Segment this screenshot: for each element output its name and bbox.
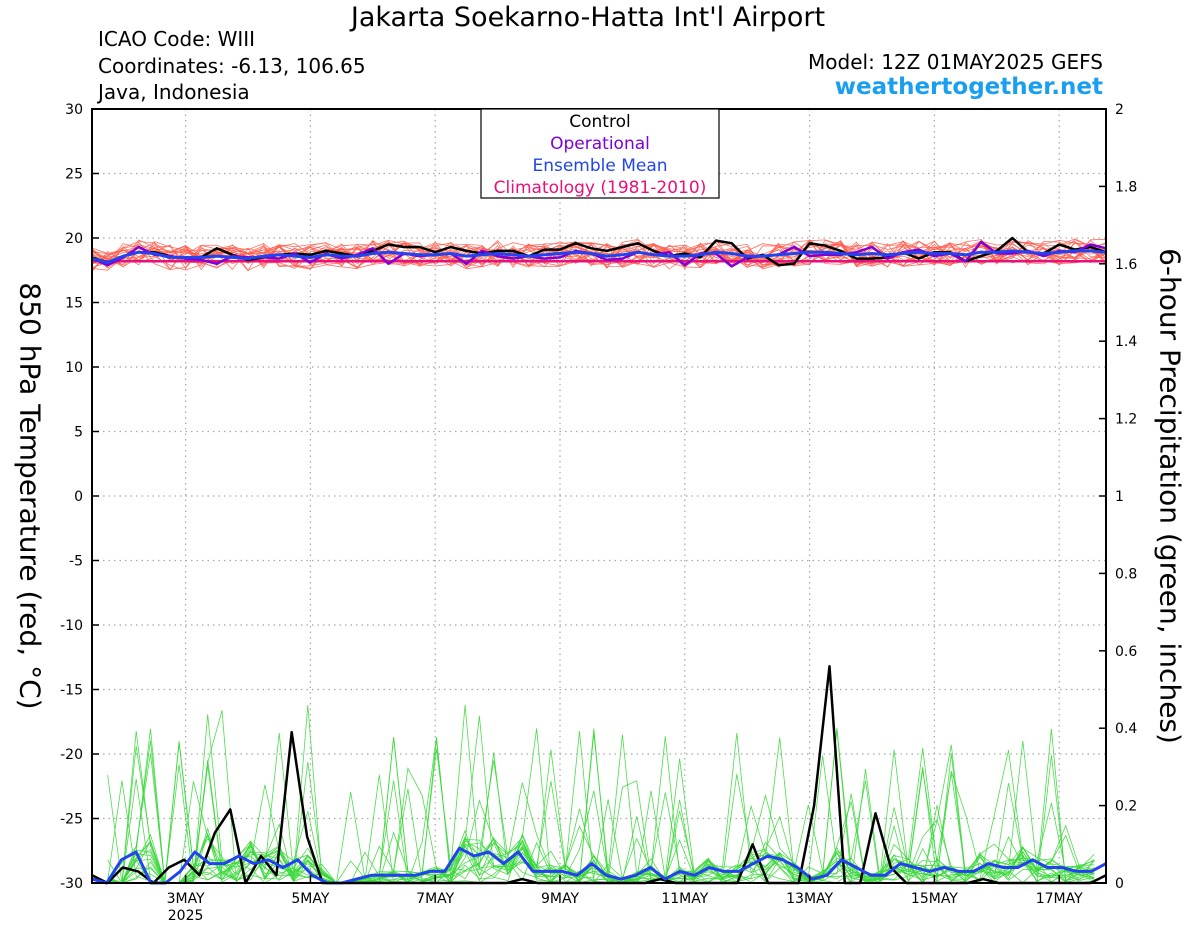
legend-box	[480, 108, 720, 199]
y-tick-label-right: 1.8	[1115, 179, 1137, 195]
y-tick-label-right: 0.4	[1115, 721, 1137, 737]
model-run: Model: 12Z 01MAY2025 GEFS	[808, 50, 1103, 74]
y-tick-label-left: -15	[60, 683, 83, 699]
ensemble-mean-line	[91, 249, 1107, 264]
icao-code: ICAO Code: WIII	[98, 27, 256, 51]
precip-member-line	[107, 715, 1095, 885]
precip-member-line	[107, 732, 1095, 884]
region: Java, Indonesia	[98, 80, 250, 104]
y-tick-label-right: 1	[1115, 489, 1124, 505]
x-tick-label: 15MAY	[911, 891, 958, 907]
y-tick-label-right: 0.2	[1115, 799, 1137, 815]
x-tick-sublabel: 2025	[168, 908, 204, 924]
ensemble-mean-precipitation-line	[91, 846, 1107, 885]
y-tick-label-left: -10	[60, 618, 83, 634]
y-tick-label-left: 5	[74, 425, 83, 441]
precip-member-line	[107, 765, 1095, 884]
y-tick-label-left: 10	[65, 360, 83, 376]
y-tick-label-right: 2	[1115, 102, 1124, 118]
y-tick-label-right: 1.4	[1115, 334, 1137, 350]
coordinates: Coordinates: -6.13, 106.65	[98, 54, 366, 78]
y-tick-label-left: -20	[60, 747, 83, 763]
y-tick-label-left: -5	[69, 554, 83, 570]
y-tick-label-right: 1.2	[1115, 412, 1137, 428]
y-tick-label-left: -30	[60, 876, 83, 892]
y-tick-label-right: 0.8	[1115, 566, 1137, 582]
y-tick-label-left: 25	[65, 167, 83, 183]
axes: 302520151050-5-10-15-20-25-3021.81.61.41…	[60, 102, 1137, 924]
y-tick-label-left: 0	[74, 489, 83, 505]
legend-entry: Operational	[550, 134, 650, 154]
y-tick-label-left: 20	[65, 231, 83, 247]
x-tick-label: 11MAY	[661, 891, 708, 907]
y-tick-label-left: 15	[65, 296, 83, 312]
legend-entry: Ensemble Mean	[532, 156, 667, 176]
x-tick-label: 3MAY	[167, 891, 205, 907]
y-tick-label-right: 0	[1115, 876, 1124, 892]
site-link[interactable]: weathertogether.net	[834, 74, 1103, 100]
temp-member-line	[91, 239, 1107, 269]
y-tick-label-right: 1.6	[1115, 257, 1137, 273]
y-tick-label-left: -25	[60, 812, 83, 828]
x-tick-label: 17MAY	[1036, 891, 1083, 907]
y-tick-label-right: 0.6	[1115, 644, 1137, 660]
page-title: Jakarta Soekarno-Hatta Int'l Airport	[350, 2, 826, 33]
x-tick-label: 9MAY	[541, 891, 579, 907]
x-tick-label: 13MAY	[786, 891, 833, 907]
x-tick-label: 7MAY	[416, 891, 454, 907]
legend-entry: Control	[569, 112, 630, 132]
precip-member-line	[107, 733, 1095, 884]
legend-entry: Climatology (1981-2010)	[494, 178, 707, 198]
y-tick-label-left: 30	[65, 102, 83, 118]
x-tick-label: 5MAY	[291, 891, 329, 907]
precip-members	[107, 704, 1095, 885]
